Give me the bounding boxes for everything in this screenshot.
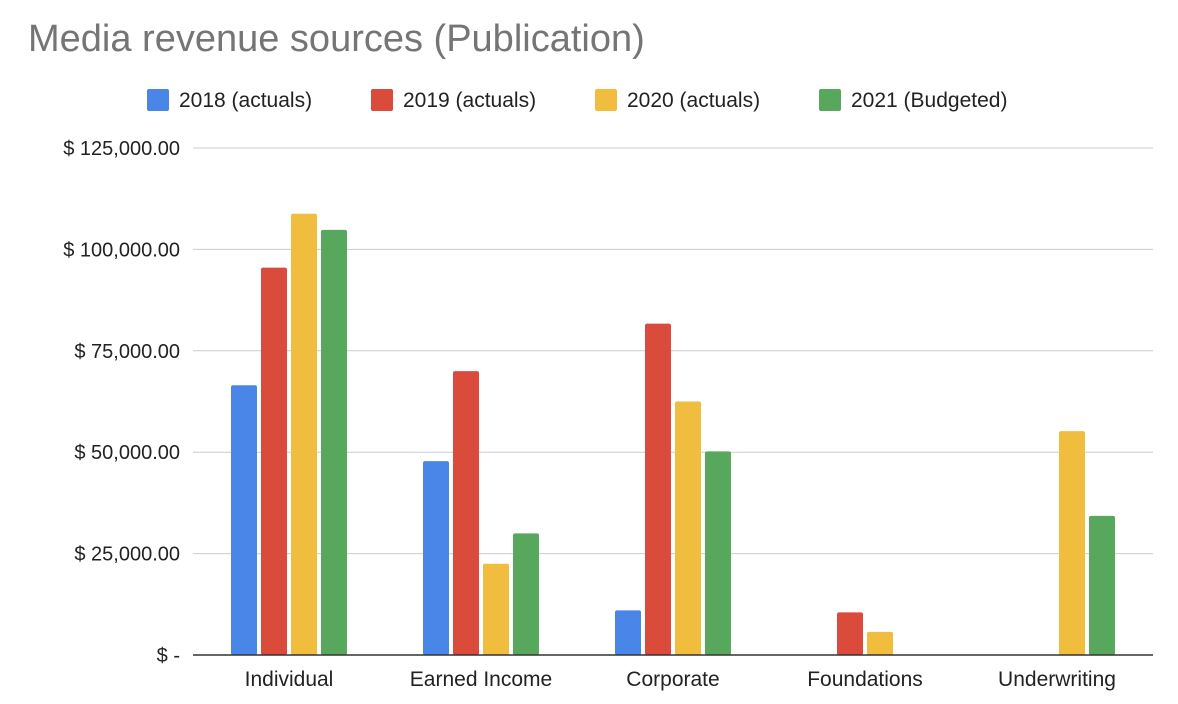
x-category-label: Individual xyxy=(245,668,334,691)
bar xyxy=(675,401,701,655)
bar xyxy=(291,213,317,655)
bar xyxy=(867,631,893,655)
bar xyxy=(321,229,347,655)
legend: 2018 (actuals) 2019 (actuals) 2020 (actual… xyxy=(147,89,1007,112)
y-tick-label: $ - xyxy=(157,645,180,667)
y-tick-label: $ 50,000.00 xyxy=(74,442,180,464)
x-category-label: Foundations xyxy=(807,668,923,691)
gridlines xyxy=(193,147,1153,555)
x-axis-category-labels: Individual Earned Income Corporate Foundati… xyxy=(245,668,1116,691)
y-tick-label: $ 125,000.00 xyxy=(63,138,180,160)
y-tick-label: $ 75,000.00 xyxy=(74,341,180,363)
bar xyxy=(513,533,539,655)
bar xyxy=(453,371,479,655)
legend-swatch xyxy=(371,89,393,111)
bar xyxy=(645,323,671,655)
y-tick-label: $ 25,000.00 xyxy=(74,544,180,566)
legend-swatch xyxy=(595,89,617,111)
bar xyxy=(837,612,863,655)
legend-label: 2021 (Budgeted) xyxy=(851,89,1007,112)
bar xyxy=(423,461,449,655)
bar xyxy=(231,385,257,655)
bar xyxy=(1059,431,1085,655)
legend-swatch xyxy=(147,89,169,111)
bar xyxy=(483,563,509,655)
x-category-label: Corporate xyxy=(626,668,719,691)
y-axis-tick-labels: $ - $ 25,000.00 $ 50,000.00 $ 75,000.00 $ 10… xyxy=(63,138,180,667)
bar xyxy=(705,451,731,655)
chart-title: Media revenue sources (Publication) xyxy=(28,18,645,60)
bars xyxy=(231,213,1115,655)
x-category-label: Earned Income xyxy=(410,668,552,691)
legend-label: 2020 (actuals) xyxy=(627,89,760,112)
bar xyxy=(261,267,287,655)
legend-swatch xyxy=(819,89,841,111)
bar xyxy=(1089,515,1115,655)
legend-label: 2018 (actuals) xyxy=(179,89,312,112)
legend-label: 2019 (actuals) xyxy=(403,89,536,112)
x-category-label: Underwriting xyxy=(998,668,1116,691)
bar xyxy=(615,610,641,655)
y-tick-label: $ 100,000.00 xyxy=(63,239,180,261)
